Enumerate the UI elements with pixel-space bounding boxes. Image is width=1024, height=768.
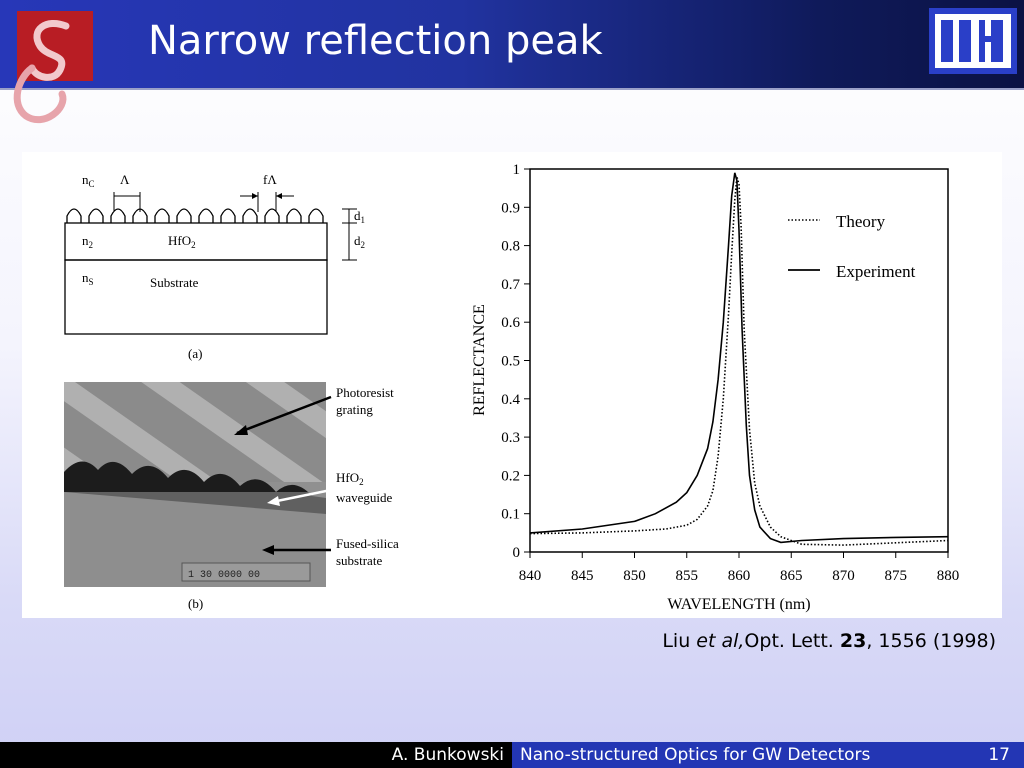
grating-tooth <box>110 208 126 223</box>
header-divider <box>0 88 1024 90</box>
y-tick-label: 0.2 <box>501 468 520 484</box>
caption-b: (b) <box>188 596 203 611</box>
hfo2-waveguide-label: HfO2 <box>336 470 364 487</box>
ns-label: nS <box>82 270 94 287</box>
grating-schematic: nC Λ fΛ d1 d2 n2 HfO2 <box>64 172 365 361</box>
x-tick-label: 845 <box>571 568 594 584</box>
citation-volume: 23 <box>839 630 867 652</box>
x-tick-label: 860 <box>728 568 751 584</box>
x-tick-label: 865 <box>780 568 803 584</box>
fused-substrate-label: substrate <box>336 553 382 568</box>
y-tick-label: 0.8 <box>501 239 520 255</box>
grating-tooth <box>154 208 170 223</box>
x-axis-label: WAVELENGTH (nm) <box>667 596 810 613</box>
citation-etal: et al, <box>696 630 745 652</box>
y-tick-label: 0.3 <box>501 430 520 446</box>
grating-tooth <box>176 208 192 223</box>
citation-authors: Liu <box>662 630 697 652</box>
x-tick-label: 880 <box>937 568 960 584</box>
micrograph-annotations: Photoresist grating HfO2 waveguide Fused… <box>188 385 399 611</box>
y-axis-ticks: 0 0.1 0.2 0.3 0.4 0.5 0.6 0.7 0.8 0.9 1 <box>501 162 530 561</box>
y-tick-label: 0.5 <box>501 354 520 370</box>
caption-a: (a) <box>188 346 202 361</box>
grating-tooth <box>198 208 214 223</box>
waveguide-label: waveguide <box>336 490 393 505</box>
fused-silica-label: Fused-silica <box>336 536 399 551</box>
substrate-layer <box>64 259 328 335</box>
figure-panel: nC Λ fΛ d1 d2 n2 HfO2 <box>22 152 1002 618</box>
page-number: 17 <box>944 742 1024 768</box>
x-tick-label: 840 <box>519 568 542 584</box>
y-tick-label: 1 <box>513 162 521 178</box>
legend-experiment-label: Experiment <box>836 262 916 281</box>
substrate-label: Substrate <box>150 275 199 290</box>
grating-tooth <box>66 208 82 223</box>
footer-author: A. Bunkowski <box>350 742 510 768</box>
d2-label: d2 <box>354 233 365 250</box>
y-tick-label: 0.6 <box>501 315 520 331</box>
figure-svg: nC Λ fΛ d1 d2 n2 HfO2 <box>64 162 959 613</box>
series-theory <box>529 176 949 546</box>
scale-bar-text: 1 30 0000 00 <box>188 570 260 581</box>
grating-tooth <box>308 208 324 223</box>
y-tick-label: 0 <box>513 545 521 561</box>
y-tick-label: 0.1 <box>501 507 520 523</box>
chart-legend: Theory Experiment <box>788 212 916 281</box>
nc-label: nC <box>82 172 95 189</box>
y-tick-label: 0.9 <box>501 200 520 216</box>
grating-tooth <box>264 208 280 223</box>
y-tick-label: 0.4 <box>501 392 520 408</box>
x-tick-label: 875 <box>885 568 908 584</box>
footer-talk-title: Nano-structured Optics for GW Detectors <box>512 742 944 768</box>
x-axis-ticks: 840 845 850 855 860 865 870 875 880 <box>519 552 960 584</box>
series-experiment <box>529 172 949 544</box>
grating-tooth <box>286 208 302 223</box>
citation-journal: Opt. Lett. <box>744 630 840 652</box>
grating-tooth <box>220 208 236 223</box>
x-tick-label: 850 <box>623 568 646 584</box>
grating-label: grating <box>336 402 373 417</box>
grating-tooth <box>88 208 104 223</box>
reflectance-chart: 00.10.20.30.40.50.60.70.80.91 840 845 850 8… <box>471 162 959 613</box>
slide-header <box>0 0 1024 88</box>
y-tick-label: 0.7 <box>501 277 520 293</box>
legend-theory-label: Theory <box>836 212 886 231</box>
n2-label: n2 <box>82 233 93 250</box>
citation: Liu et al,Opt. Lett. 23, 1556 (1998) <box>662 630 996 652</box>
hfo2-layer <box>64 222 328 261</box>
period-label: Λ <box>120 172 130 187</box>
citation-rest: , 1556 (1998) <box>866 630 996 652</box>
institute-logo-right <box>929 8 1017 74</box>
fill-factor-label: fΛ <box>263 172 277 187</box>
institute-logo-left <box>13 11 93 124</box>
x-tick-label: 870 <box>832 568 855 584</box>
x-tick-label: 855 <box>676 568 699 584</box>
hfo2-label: HfO2 <box>168 233 196 250</box>
d1-label: d1 <box>354 208 365 225</box>
grating-teeth <box>66 208 324 223</box>
slide-title: Narrow reflection peak <box>148 18 603 64</box>
photoresist-label: Photoresist <box>336 385 394 400</box>
y-axis-label: REFLECTANCE <box>471 304 488 416</box>
grating-tooth <box>242 208 258 223</box>
